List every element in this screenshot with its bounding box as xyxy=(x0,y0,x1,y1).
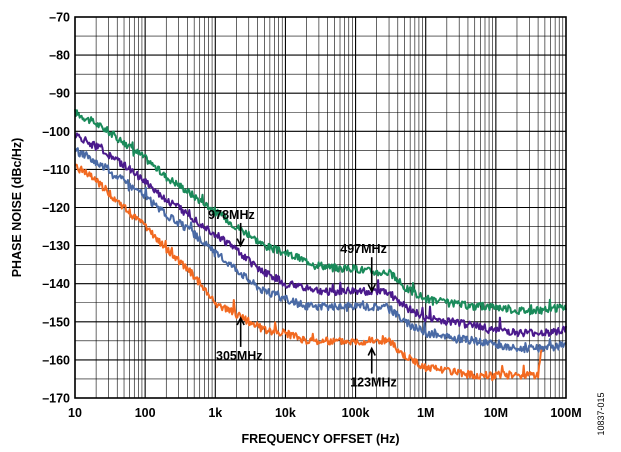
series-line-978mhz xyxy=(74,109,567,316)
series-line-123mhz xyxy=(74,163,543,382)
y-axis-title: PHASE NOISE (dBc/Hz) xyxy=(10,138,24,278)
x-tick-labels: 10 100 1k 10k 100k 1M 10M 100M xyxy=(68,406,582,420)
annotation-label: 497MHz xyxy=(340,242,387,256)
annotation-arrowhead xyxy=(367,346,376,356)
annotation-arrowhead xyxy=(236,238,245,248)
y-tick-label: –100 xyxy=(42,125,70,139)
x-tick-label: 100k xyxy=(342,406,370,420)
series-line-497mhz xyxy=(74,132,567,338)
x-tick-label: 10 xyxy=(68,406,82,420)
plot-frame xyxy=(74,16,567,399)
annotation-arrowhead xyxy=(236,316,245,326)
y-tick-label: –160 xyxy=(42,353,70,367)
annotations: 978MHz 497MHz 305MHz 123MHz xyxy=(208,208,397,390)
y-tick-label: –90 xyxy=(49,87,70,101)
y-tick-label: –140 xyxy=(42,277,70,291)
x-tick-label: 10M xyxy=(484,406,508,420)
annotation-label: 123MHz xyxy=(350,376,397,390)
x-tick-label: 1M xyxy=(417,406,434,420)
annotation-label: 305MHz xyxy=(216,349,263,363)
series-line-305mhz xyxy=(74,147,567,354)
x-tick-label: 100 xyxy=(135,406,156,420)
series-layer xyxy=(74,109,567,382)
y-tick-label: –150 xyxy=(42,315,70,329)
y-tick-label: –110 xyxy=(43,163,70,177)
y-tick-labels: –70 –80 –90 –100 –110 –120 –130 –140 –150 –160 –17… xyxy=(42,11,70,406)
figure-id: 10837-015 xyxy=(596,392,606,435)
x-tick-label: 10k xyxy=(275,406,296,420)
y-tick-label: –70 xyxy=(49,11,70,25)
y-tick-label: –130 xyxy=(42,239,70,253)
x-axis-title: FREQUENCY OFFSET (Hz) xyxy=(241,432,399,446)
y-tick-label: –80 xyxy=(49,49,70,63)
annotation-arrowhead xyxy=(367,283,376,294)
y-tick-label: –120 xyxy=(42,201,70,215)
x-tick-label: 1k xyxy=(208,406,222,420)
y-tick-label: –170 xyxy=(42,392,70,406)
x-tick-label: 100M xyxy=(550,406,581,420)
annotation-label: 978MHz xyxy=(208,208,255,222)
